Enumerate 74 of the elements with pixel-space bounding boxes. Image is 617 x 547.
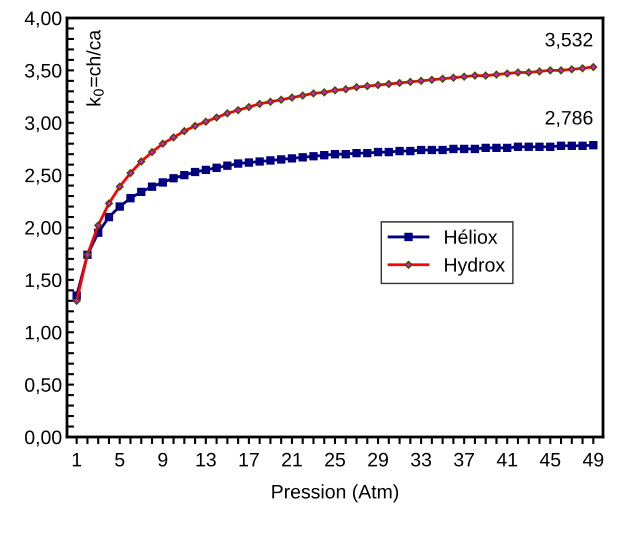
x-tick-label: 37 <box>454 452 474 467</box>
y-tick-label: 1,00 <box>26 326 62 342</box>
point <box>503 144 512 152</box>
x-tick-label: 1 <box>72 452 82 466</box>
point <box>137 188 146 196</box>
point <box>352 148 361 158</box>
point <box>234 159 242 168</box>
x-tick-label: 41 <box>496 452 518 466</box>
x-tick-label: 33 <box>411 452 432 467</box>
legend-label: Hydrox <box>445 258 505 276</box>
point <box>524 142 533 152</box>
annotation: 3,532 <box>545 32 592 49</box>
x-axis-title: Pression (Atm) <box>272 484 398 502</box>
point <box>406 146 415 156</box>
point <box>223 162 232 170</box>
point <box>116 202 124 211</box>
point <box>535 142 544 152</box>
y-tick-label: 4,00 <box>24 11 62 28</box>
y-tick-label: 3,00 <box>25 116 62 132</box>
point <box>212 164 221 172</box>
annotation: 2,786 <box>546 110 592 127</box>
point <box>190 168 200 176</box>
point <box>255 157 264 166</box>
y-tick-label: 1,50 <box>26 273 62 290</box>
point <box>363 148 372 158</box>
point <box>330 150 340 158</box>
point <box>288 154 296 163</box>
point <box>589 141 598 150</box>
point <box>395 146 404 156</box>
point <box>438 146 447 154</box>
point <box>309 152 318 160</box>
point <box>482 144 490 152</box>
point <box>374 148 382 156</box>
x-tick-label: 17 <box>240 452 259 466</box>
point <box>298 153 307 162</box>
point <box>492 144 501 152</box>
point <box>126 194 135 202</box>
point <box>266 156 275 165</box>
x-tick-label: 13 <box>196 452 216 467</box>
x-tick-label: 25 <box>325 452 345 467</box>
point <box>342 150 350 158</box>
y-tick-label: 3,50 <box>25 64 62 80</box>
x-tick-label: 49 <box>582 452 604 467</box>
y-tick-label: 0,50 <box>25 378 62 394</box>
point <box>384 148 393 156</box>
point <box>514 142 522 152</box>
point <box>244 158 254 167</box>
point <box>449 144 458 154</box>
y-tick-label: 0,00 <box>25 430 62 447</box>
x-tick-label: 5 <box>115 452 124 467</box>
point <box>277 155 286 164</box>
point <box>578 142 587 150</box>
point <box>568 142 576 150</box>
x-tick-label: 45 <box>540 452 560 467</box>
point <box>158 178 167 187</box>
point <box>202 166 210 174</box>
point <box>470 144 480 154</box>
legend-label: Héliox <box>445 229 498 244</box>
x-tick-label: 29 <box>368 452 388 467</box>
y-axis-title: k$_{0}$=ch/ca <box>86 30 104 106</box>
point <box>320 151 328 160</box>
x-tick-label: 21 <box>282 452 302 466</box>
point <box>104 212 114 222</box>
point <box>556 142 566 150</box>
point <box>416 146 426 154</box>
point <box>180 170 188 180</box>
y-tick-label: 2,50 <box>25 168 62 185</box>
point <box>460 144 468 154</box>
point <box>169 174 178 182</box>
y-tick-label: 2,00 <box>25 220 62 238</box>
point <box>546 142 554 152</box>
point <box>428 146 436 154</box>
point <box>148 182 156 191</box>
x-tick-label: 9 <box>158 452 168 467</box>
